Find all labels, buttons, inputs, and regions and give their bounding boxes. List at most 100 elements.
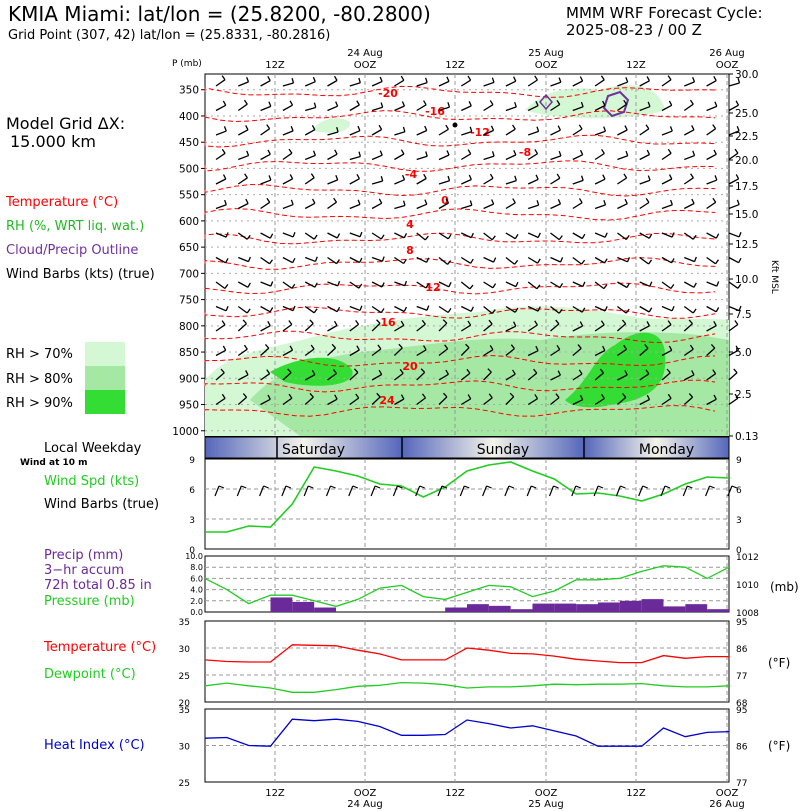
wind-barb [215, 232, 227, 238]
wind-barb [438, 232, 449, 240]
precip-bar [488, 605, 511, 612]
wind-barb [728, 397, 739, 406]
wind-barb-flag [535, 100, 539, 106]
wind-barb-flag [224, 199, 227, 205]
precip-bar [641, 599, 664, 612]
wind-barb-flag [623, 99, 628, 105]
wind-barb-flag [575, 485, 582, 489]
wind-barb-flag [736, 199, 740, 205]
wind-barb-flag [664, 485, 671, 489]
date-tick-label: 24 Aug [347, 48, 382, 59]
wind-barb-flag [597, 485, 604, 489]
wind-barb [327, 131, 339, 136]
wind-barb [238, 202, 249, 210]
wind-barb [617, 305, 627, 314]
wind-barb [438, 106, 450, 112]
wind-barb [617, 374, 628, 381]
wind-barb-flag [332, 369, 337, 374]
wind-barb [416, 349, 427, 357]
wind-barb [304, 129, 316, 136]
wind-barb-flag [445, 198, 450, 204]
wind-barb [527, 232, 539, 239]
wind-barb-flag [489, 345, 494, 351]
wind-barb [505, 128, 516, 136]
wind-barb [237, 305, 248, 314]
wind-barb [260, 201, 271, 210]
precip-bar [445, 607, 467, 612]
wind-barb [214, 485, 220, 497]
wind-barb-flag [403, 306, 408, 312]
wind-barb [706, 153, 717, 161]
wind-barb-flag [247, 256, 251, 262]
altitude-tick-label: 15.0 [735, 209, 758, 221]
wind-barb [682, 485, 688, 497]
pressure-line [204, 565, 730, 608]
wind-barb [661, 130, 673, 136]
wind-barb-flag [288, 393, 293, 399]
wind-barb [260, 232, 271, 239]
temperature-tick-label: 30 [179, 645, 191, 655]
wind-barb-flag [269, 259, 274, 265]
wind-barb-flag [623, 173, 628, 179]
wind-barb-flag [401, 174, 406, 180]
wind-barb [683, 281, 695, 288]
wind-barb-flag [246, 308, 251, 314]
wind-barb-flag [379, 76, 383, 82]
wind-barb-flag [223, 126, 227, 132]
wind-barb-flag [467, 149, 472, 155]
wind-barb-flag [515, 281, 519, 287]
wind-barb-flag [646, 321, 650, 327]
wind-barb-flag [488, 319, 493, 325]
wind-barb-flag [513, 150, 517, 156]
wind-barb-flag [425, 283, 430, 289]
wind-barb-flag [600, 320, 605, 326]
wind-barb [572, 373, 583, 381]
temperature-contour-label: 12 [425, 281, 440, 294]
wind-barb [416, 305, 428, 311]
wind-barb [615, 485, 621, 497]
wind-barb [728, 256, 739, 264]
wind-barb [505, 80, 517, 87]
temperature-contour-label: 4 [406, 218, 414, 231]
wind-barb-flag [268, 101, 272, 107]
temperature-contour-label: 20 [402, 360, 418, 373]
altitude-tick-label: 12.5 [735, 239, 758, 251]
wind-barb [349, 281, 360, 289]
wind-barb-flag [357, 199, 361, 205]
wind-barb [282, 232, 294, 238]
wind-barb-flag [359, 305, 363, 311]
pressure-tick-label: 350 [179, 85, 199, 97]
altitude-tick-label: 2.5 [735, 389, 752, 401]
wind-barb [505, 154, 517, 161]
wind-barb [215, 281, 226, 289]
wind-barb-flag [488, 393, 493, 399]
wind-barb [683, 348, 694, 357]
wind-barb [483, 305, 493, 314]
altitude-tick-label: 7.5 [735, 309, 752, 321]
wind-barb [639, 153, 650, 161]
wind-barb [215, 79, 226, 87]
wind-barb [483, 256, 494, 263]
wind-barb [348, 485, 354, 497]
wind-barb-flag [425, 151, 428, 157]
wind-barb-flag [401, 101, 406, 107]
wind-barb-flag [402, 200, 406, 206]
wind-barb-flag [579, 394, 584, 400]
temperature-label: Temperature (°C) [44, 640, 157, 655]
wind-barb [349, 397, 360, 406]
wind-barb-flag [735, 174, 740, 180]
temperature-contours [204, 85, 716, 417]
wind-barb [639, 305, 650, 313]
wind-barb-flag [536, 284, 541, 290]
wind-barb [370, 485, 376, 497]
wind-barb-flag [244, 173, 248, 179]
wind-barb-flag [355, 393, 360, 399]
wind-barb-flag [668, 100, 673, 106]
wind-barb [594, 204, 606, 210]
wind-barb-flag [442, 392, 448, 398]
wind-barb [327, 373, 337, 381]
wind-barb-flag [336, 259, 340, 265]
wind-barb-flag [291, 77, 295, 84]
wind-barb [616, 323, 627, 332]
wind-barb [527, 324, 538, 332]
